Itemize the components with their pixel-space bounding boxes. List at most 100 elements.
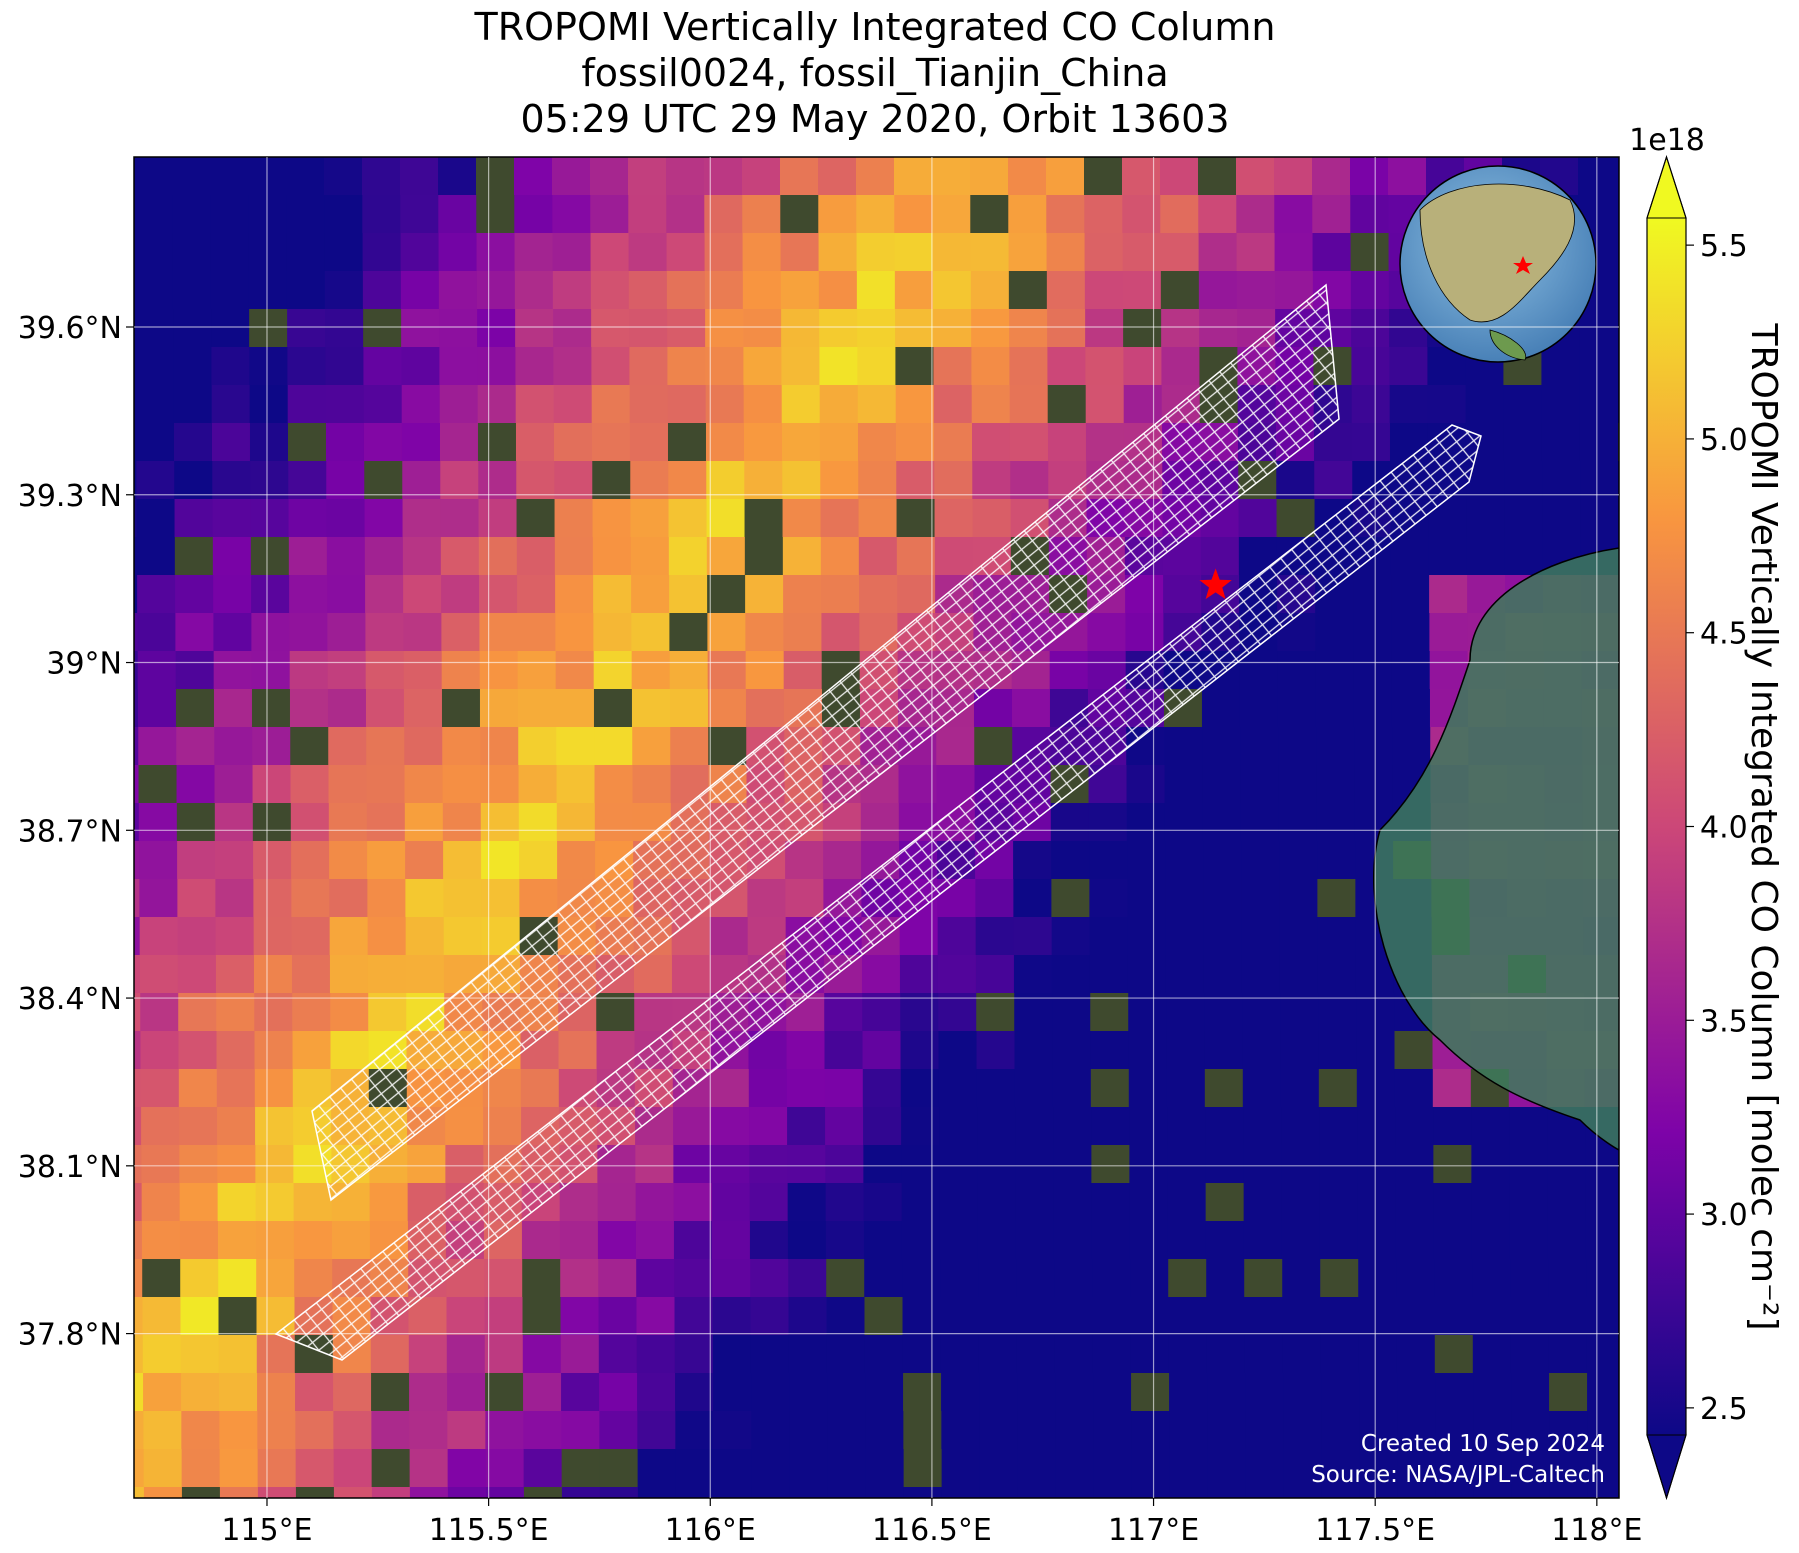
map-pixel [1093,1487,1133,1498]
map-pixel [249,309,289,348]
map-pixel [1165,841,1205,880]
map-pixel [1129,1145,1169,1184]
map-pixel [1395,1221,1435,1260]
map-pixel [1130,1297,1170,1336]
map-pixel [1397,1487,1437,1498]
map-pixel [218,1259,258,1298]
map-pixel [938,1031,978,1070]
map-pixel [404,765,444,804]
map-pixel [598,1297,638,1336]
map-pixel [634,993,674,1032]
map-pixel [1092,1297,1132,1336]
map-pixel [599,1373,639,1412]
map-pixel [637,1411,677,1450]
map-pixel [1273,157,1313,158]
map-pixel [903,1373,943,1412]
map-pixel [1089,841,1129,880]
map-pixel [592,499,632,538]
map-pixel [1055,1373,1095,1412]
map-pixel [1474,1525,1513,1549]
map-pixel [553,385,593,424]
map-pixel [858,461,898,500]
map-pixel [1166,993,1206,1032]
map-pixel [329,879,369,918]
map-pixel [711,1145,751,1184]
map-pixel [667,347,707,386]
map-pixel [1274,157,1313,196]
map-pixel [1587,1373,1619,1412]
map-pixel [1015,1183,1055,1222]
map-pixel [1053,1145,1093,1184]
map-pixel [134,347,137,386]
map-pixel [594,765,634,804]
map-pixel [1541,385,1581,424]
map-pixel [1245,1449,1285,1488]
map-pixel [484,1297,524,1336]
map-pixel [180,1259,220,1298]
map-pixel [976,993,1016,1032]
map-pixel [552,157,591,196]
map-pixel [1206,1297,1246,1336]
map-pixel [1169,1449,1209,1488]
map-pixel [219,1449,259,1488]
map-pixel [1394,1031,1434,1070]
map-pixel [1501,157,1541,158]
map-pixel [1235,157,1275,158]
map-pixel [1011,689,1051,728]
map-pixel [857,347,897,386]
map-pixel [857,385,897,424]
map-pixel [1548,1335,1588,1374]
map-pixel [324,271,364,310]
map-pixel [706,537,746,576]
map-pixel [1512,1525,1551,1549]
map-pixel [218,1297,258,1336]
map-pixel [1471,1145,1511,1184]
map-pixel [1131,1487,1171,1498]
map-pixel [818,271,858,310]
map-pixel [1051,841,1091,880]
map-pixel [1052,993,1092,1032]
map-pixel [1358,1259,1398,1298]
map-pixel [1579,347,1619,386]
map-pixel [896,499,936,538]
map-pixel [363,309,403,348]
map-pixel [1617,309,1619,348]
map-pixel [1047,385,1087,424]
map-pixel [1017,1449,1057,1488]
map-pixel [933,309,973,348]
map-pixel [860,803,900,842]
map-pixel [632,765,672,804]
map-pixel [1013,841,1053,880]
map-pixel [1056,1525,1095,1549]
map-pixel [788,1259,828,1298]
map-pixel [1091,1221,1131,1260]
map-pixel [556,727,596,766]
map-pixel [1471,1107,1511,1146]
map-pixel [1317,955,1357,994]
map-pixel [1282,1297,1322,1336]
x-tick-label: 116.5°E [872,1513,992,1548]
map-pixel [253,841,293,880]
map-pixel [1353,689,1393,728]
map-pixel [180,1335,220,1374]
map-pixel [671,955,711,994]
map-pixel [213,613,253,652]
map-pixel [295,1449,335,1488]
map-pixel [1390,537,1430,576]
map-pixel [635,1145,675,1184]
map-pixel [1238,499,1278,538]
map-pixel [827,1373,867,1412]
map-pixel [522,1297,562,1336]
map-pixel [1509,1221,1549,1260]
y-tick-label: 38.7°N [18,814,122,849]
map-pixel [409,1411,449,1450]
map-pixel [552,195,592,234]
map-pixel [556,803,596,842]
map-pixel [1314,461,1354,500]
map-pixel [1205,1107,1245,1146]
map-pixel [1163,575,1203,614]
map-pixel [1547,1183,1587,1222]
map-pixel [134,841,141,880]
map-pixel [1350,195,1390,234]
map-pixel [1282,1335,1322,1374]
